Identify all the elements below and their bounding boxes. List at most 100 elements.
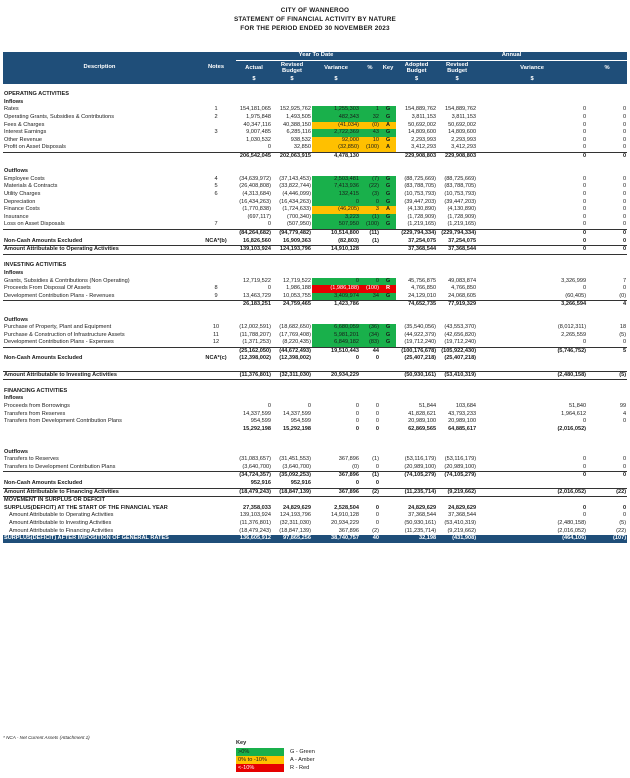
variance-cell: 2,528,504: [334, 504, 359, 511]
revised-budget-cell: (33,822,744): [279, 183, 311, 190]
key-cell: G: [380, 213, 397, 222]
annual-variance-cell: (2,016,052): [557, 425, 587, 432]
actual-cell: 16,826,560: [243, 237, 271, 244]
annual-variance-cell: [477, 363, 587, 371]
pct-cell: [360, 245, 380, 255]
annual-revised-budget-cell: [437, 388, 477, 396]
key-cell: [380, 245, 397, 255]
adopted-budget-cell: [396, 433, 437, 441]
actual-cell: 0: [267, 221, 271, 228]
note-cell: 6: [214, 191, 218, 197]
variance-cell: 6,680,059: [312, 324, 360, 332]
variance-cell: 367,896: [312, 487, 360, 498]
variance-cell: 367,896: [338, 456, 359, 463]
note-cell: [196, 480, 236, 488]
table-row: 26,183,251 24,759,465 1,423,786 74,652,735 7…: [3, 300, 628, 309]
spacer-row: [3, 84, 627, 92]
annual-pct-cell: 0: [622, 129, 627, 136]
annual-revised-budget-cell: [437, 441, 477, 449]
description-cell: [3, 84, 196, 92]
table-row: Utility Charges 6 (4,313,684) (4,446,099) 13…: [3, 191, 627, 199]
revised-budget-cell: 952,916: [290, 479, 311, 486]
revised-budget-cell: 32,850: [293, 144, 311, 151]
note-cell: 7: [214, 221, 218, 228]
adopted-budget-cell: (20,989,100): [404, 463, 437, 470]
annual-revised-budget-cell: (431,908): [437, 535, 478, 543]
annual-revised-budget-cell: 3,412,293: [451, 144, 477, 151]
annual-variance-cell: 51,840: [568, 403, 587, 410]
annual-revised-budget-cell: (105,922,430): [437, 346, 478, 356]
annual-revised-budget-cell: (53,410,319): [437, 370, 478, 381]
key-cell: A: [380, 121, 397, 130]
revised-budget-cell: [272, 309, 312, 317]
note-cell: [196, 497, 236, 505]
legend-label: G - Green: [290, 749, 315, 755]
annual-variance-cell: 0: [582, 106, 587, 113]
annual-pct-cell: 0: [622, 463, 627, 470]
variance-cell: (41,034): [312, 121, 360, 130]
table-row: Other Revenue 1,030,532 938,532 92,000 10 G 2,…: [3, 136, 627, 145]
variance-cell: 3,409,974: [312, 292, 360, 301]
note-cell: [196, 471, 236, 480]
annual-pct-cell: [587, 395, 627, 403]
revised-budget-cell: 202,063,915: [272, 152, 312, 161]
variance-cell: 0: [312, 198, 360, 207]
variance-cell: 0: [312, 277, 360, 286]
spacer-row: [3, 363, 627, 371]
annual-revised-budget-cell: 103,684: [455, 403, 477, 410]
actual-cell: [236, 161, 272, 169]
adopted-budget-cell: [396, 363, 437, 371]
adopted-budget-cell: [396, 497, 437, 505]
table-row: SURPLUS(DEFICIT) AFTER IMPOSITION OF GEN…: [3, 535, 628, 543]
key-cell: G: [380, 183, 397, 191]
pct-cell: [360, 309, 380, 317]
note-cell: [196, 254, 236, 262]
pct-cell: 0: [360, 198, 380, 207]
adopted-budget-cell: [396, 161, 437, 169]
revised-budget-cell: 124,193,796: [279, 512, 311, 519]
actual-cell: [236, 270, 272, 278]
table-row: Non-Cash Amounts Excluded NCA*(c) (12,398,…: [3, 355, 627, 363]
note-cell: [196, 403, 236, 411]
adopted-budget-cell: 50,692,002: [408, 121, 437, 128]
annual-variance-cell: 0: [582, 121, 587, 128]
pct-cell: (1): [372, 237, 379, 244]
adopted-budget-cell: (1,728,909): [407, 213, 437, 220]
revised-budget-cell: [272, 262, 312, 270]
variance-cell: [312, 161, 360, 169]
annual-pct-cell: 4: [587, 300, 628, 309]
table-row: Loss on Asset Disposals 7 0 (507,950) 507,95…: [3, 221, 627, 230]
actual-cell: (26,408,808): [239, 183, 271, 190]
annual-variance-cell: 0: [582, 213, 587, 220]
annual-pct-cell: [587, 270, 627, 278]
annual-pct-cell: (22): [616, 527, 627, 534]
pct-cell: (34): [360, 331, 380, 340]
annual-pct-cell: [587, 380, 627, 388]
variance-cell: 1,255,303: [312, 106, 360, 115]
actual-cell: 206,542,045: [236, 152, 272, 161]
pct-cell: 0: [360, 277, 380, 286]
note-cell: [196, 464, 236, 472]
description-cell: Transfers from Reserves: [4, 410, 66, 417]
annual-variance-cell: [477, 355, 587, 363]
actual-header: Actual: [236, 60, 272, 77]
note-cell: [196, 388, 236, 396]
table-row: (84,264,682) (94,779,482) 10,514,800 (11) (2…: [3, 228, 628, 238]
revised-budget-cell: (18,847,139): [272, 487, 312, 498]
pct-cell: 0: [375, 512, 379, 519]
annual-revised-budget-cell: 37,254,075: [448, 237, 477, 244]
annual-variance-cell: 0: [477, 152, 588, 161]
description-cell: Proceeds from Borrowings: [4, 403, 70, 410]
key-cell: G: [380, 277, 397, 286]
adopted-budget-cell: [396, 270, 437, 278]
pct-cell: [360, 441, 380, 449]
revised-budget-cell: 152,925,762: [279, 106, 311, 113]
actual-cell: (697,117): [247, 213, 271, 220]
key-cell: G: [380, 106, 397, 115]
actual-cell: 0: [267, 403, 271, 410]
note-cell: [196, 487, 236, 498]
key-cell: [380, 403, 396, 411]
currency-adopted: $: [396, 76, 438, 84]
annual-revised-budget-cell: [437, 449, 477, 457]
annual-revised-budget-cell: [437, 433, 477, 441]
